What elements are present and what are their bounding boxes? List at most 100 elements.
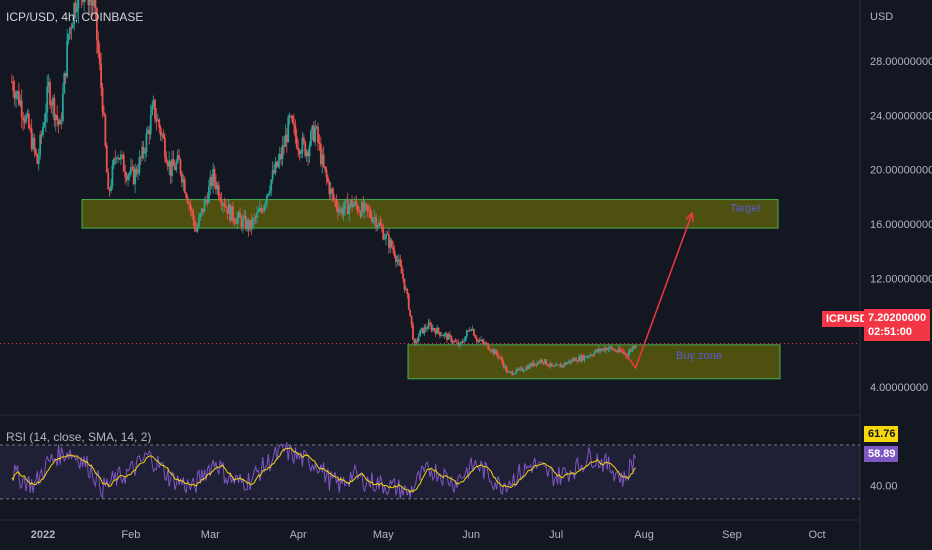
candle-body [351, 200, 353, 208]
candle-body [203, 199, 206, 212]
candle-body [553, 366, 556, 367]
candle-body [623, 353, 626, 355]
candle-body [386, 234, 389, 236]
candle-body [570, 359, 573, 363]
candle-body [582, 355, 584, 361]
candle-body [275, 161, 278, 167]
rsi-line [11, 442, 637, 500]
candle-body [77, 0, 80, 9]
candle-body [304, 141, 307, 156]
candle-body [634, 345, 637, 349]
candle-body [516, 368, 519, 370]
time-tick-label: Jul [549, 529, 563, 541]
candle-body [393, 249, 396, 256]
time-tick-label: May [373, 529, 394, 541]
candle-body [427, 322, 430, 329]
candle-body [525, 366, 528, 370]
candle-body [498, 357, 501, 358]
candle-body [325, 169, 328, 178]
candle-body [219, 197, 222, 201]
candle-body [509, 371, 512, 373]
candle-body [342, 209, 345, 215]
candle-body [492, 349, 495, 354]
candle-body [301, 137, 304, 153]
candle-body [69, 27, 71, 35]
candle-body [237, 212, 240, 218]
candle-body [291, 116, 294, 123]
time-tick-label: Oct [808, 529, 825, 541]
candle-body [363, 203, 366, 211]
candle-body [266, 195, 268, 203]
candle-body [431, 327, 434, 331]
candle-body [380, 225, 383, 229]
candle-body [158, 119, 161, 128]
candle-body [522, 370, 525, 372]
price-tick-label: 16.00000000 [870, 219, 932, 231]
candle-body [233, 219, 236, 223]
candle-body [447, 334, 450, 340]
candle-body [504, 366, 507, 368]
candle-body [37, 155, 40, 164]
candle-body [376, 226, 379, 228]
candle-body [324, 166, 326, 170]
candle-body [609, 346, 611, 349]
candle-body [490, 350, 492, 352]
candle-body [423, 327, 426, 334]
candle-body [195, 228, 197, 232]
candle-body [139, 157, 142, 159]
candle-body [285, 134, 288, 143]
candle-body [314, 127, 317, 142]
candle-body [319, 143, 322, 165]
candle-body [209, 177, 212, 187]
candle-body [294, 124, 297, 137]
candle-body [114, 158, 117, 160]
rsi-indicator-label[interactable]: RSI (14, close, SMA, 14, 2) [6, 430, 152, 444]
candle-body [81, 0, 84, 2]
candle-body [627, 352, 630, 357]
candle-body [213, 168, 216, 182]
candle-body [25, 116, 27, 123]
candle-body [529, 364, 532, 367]
candle-body [271, 170, 274, 180]
candle-body [243, 215, 246, 219]
candle-body [125, 176, 128, 180]
candle-body [474, 335, 477, 339]
candle-body [592, 355, 594, 357]
candle-body [29, 127, 32, 129]
candle-body [407, 294, 410, 310]
candle-body [491, 349, 494, 352]
candles [10, 0, 637, 377]
candle-body [560, 364, 563, 368]
candle-body [138, 157, 141, 173]
candle-body [212, 168, 215, 186]
candle-body [261, 210, 264, 212]
candle-body [30, 128, 33, 150]
candle-body [247, 220, 250, 230]
candle-body [302, 137, 305, 142]
candle-body [217, 185, 220, 198]
candle-body [507, 371, 509, 373]
candle-body [95, 8, 98, 41]
candle-body [87, 0, 90, 6]
candle-body [206, 199, 209, 203]
candle-body [536, 361, 539, 366]
candle-body [502, 362, 505, 368]
candle-body [456, 341, 458, 343]
candle-body [358, 211, 361, 213]
candle-body [19, 100, 22, 105]
candle-body [487, 343, 490, 350]
candle-body [172, 159, 175, 167]
candle-body [312, 125, 315, 142]
candle-body [446, 333, 448, 340]
candle-body [111, 165, 114, 186]
candle-body [300, 152, 302, 155]
candle-body [328, 182, 331, 195]
candle-body [278, 153, 281, 161]
candle-body [169, 160, 172, 177]
candle-body [589, 354, 592, 357]
candle-body [355, 200, 358, 206]
candle-body [190, 208, 193, 212]
candle-body [156, 119, 159, 122]
candle-body [332, 193, 335, 200]
